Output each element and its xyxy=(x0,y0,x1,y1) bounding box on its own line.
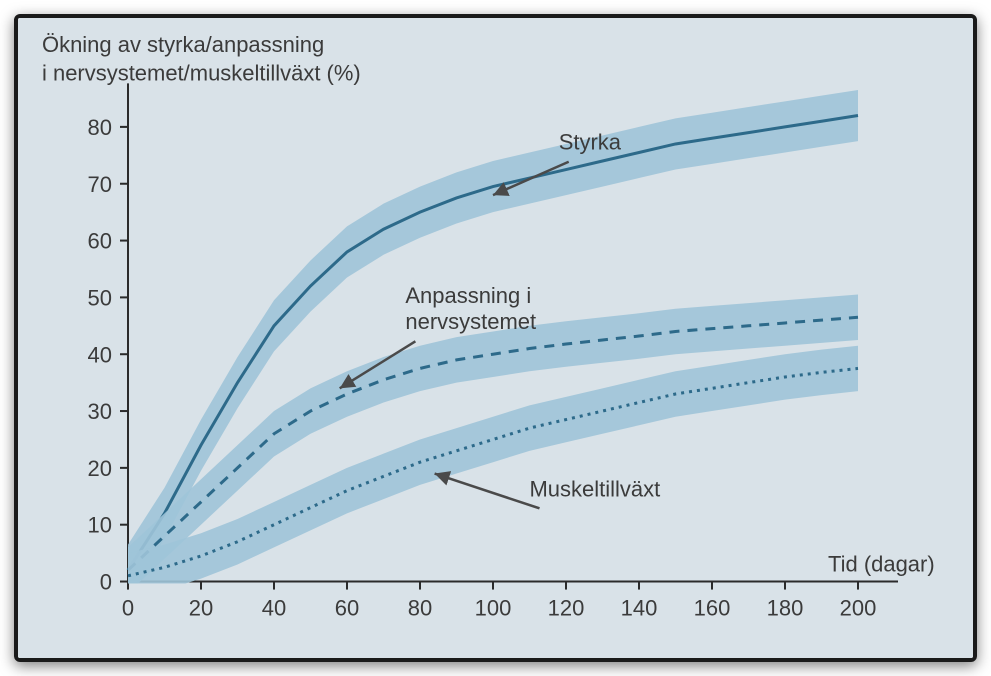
y-axis-title-line: Ökning av styrka/anpassning xyxy=(42,32,324,57)
x-tick-label: 140 xyxy=(621,596,658,621)
y-axis-title-line: i nervsystemet/muskeltillväxt (%) xyxy=(42,60,361,85)
chart-frame: 0 10 20 30 40 50 60 70 80 0 20 40 60 80 100 120 140 160 18… xyxy=(14,14,977,662)
y-tick-label: 60 xyxy=(88,229,112,254)
x-tick-label: 180 xyxy=(767,596,804,621)
series-label: Muskeltillväxt xyxy=(530,476,661,501)
x-tick-label: 40 xyxy=(262,596,286,621)
y-tick-label: 80 xyxy=(88,115,112,140)
x-tick-label: 20 xyxy=(189,596,213,621)
y-tick-label: 50 xyxy=(88,285,112,310)
x-tick-label: 100 xyxy=(475,596,512,621)
chart-svg: 0 10 20 30 40 50 60 70 80 0 20 40 60 80 100 120 140 160 18… xyxy=(18,18,973,658)
y-tick-label: 10 xyxy=(88,513,112,538)
x-tick-label: 160 xyxy=(694,596,731,621)
x-tick-label: 0 xyxy=(122,596,134,621)
x-tick-label: 200 xyxy=(840,596,877,621)
series-label: Styrka xyxy=(559,130,622,155)
y-tick-label: 20 xyxy=(88,456,112,481)
y-tick-label: 0 xyxy=(100,570,112,595)
x-axis-label: Tid (dagar) xyxy=(828,551,935,576)
x-tick-label: 80 xyxy=(408,596,432,621)
y-tick-label: 70 xyxy=(88,172,112,197)
x-tick-label: 60 xyxy=(335,596,359,621)
series-label: Anpassning inervsystemet xyxy=(405,283,536,334)
y-tick-label: 40 xyxy=(88,342,112,367)
outer-frame: 0 10 20 30 40 50 60 70 80 0 20 40 60 80 100 120 140 160 18… xyxy=(0,0,991,676)
x-tick-label: 120 xyxy=(548,596,585,621)
y-tick-label: 30 xyxy=(88,399,112,424)
